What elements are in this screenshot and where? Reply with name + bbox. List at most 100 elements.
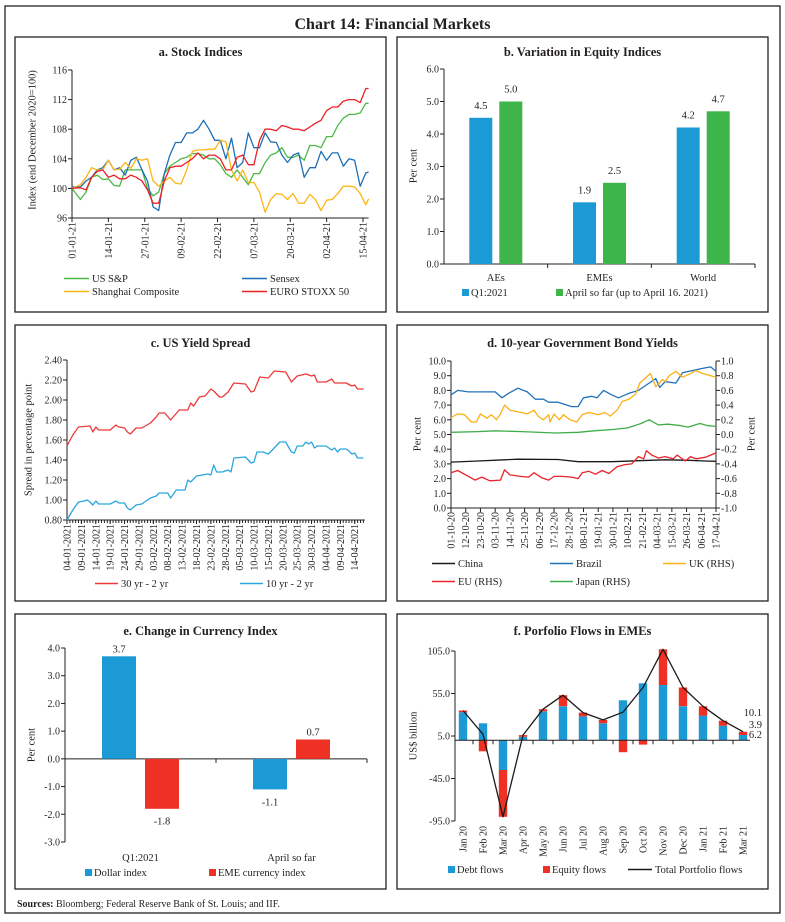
legend-swatch <box>209 869 216 876</box>
y-tick-label: 6.0 <box>434 415 447 426</box>
x-tick-label: 09-02-21 <box>177 222 188 259</box>
panel-frame <box>14 36 387 313</box>
x-tick-label: 20-03-2021 <box>278 524 289 571</box>
y-tick-label: 116 <box>52 66 67 77</box>
y-axis-title: Spread in percentage point <box>24 384 35 496</box>
bar-segment <box>618 700 628 741</box>
bar-segment <box>718 725 728 741</box>
bar-segment <box>698 706 708 716</box>
y-tick-label: 112 <box>52 95 67 106</box>
legend-label: Shanghai Composite <box>92 287 180 298</box>
y-tick-label: 1.60 <box>45 436 63 447</box>
data-label: -1.8 <box>154 817 171 828</box>
bar-segment <box>578 712 588 717</box>
data-label: -1.1 <box>262 797 279 808</box>
x-tick-label: 30-01-21 <box>608 512 619 549</box>
legend-label: Debt flows <box>457 865 503 876</box>
x-tick-label: 23-10-20 <box>476 512 487 549</box>
panel-frame <box>396 36 769 313</box>
legend-label: Brazil <box>576 559 602 570</box>
y-tick-label: -0.2 <box>721 445 737 456</box>
x-tick-label: Jul 20 <box>579 826 590 850</box>
x-tick-label: 14-01-2021 <box>91 524 102 571</box>
panel-frame <box>14 613 387 890</box>
x-tick-label: 04-01-2021 <box>63 524 74 571</box>
x-tick-label: 01-01-21 <box>68 222 79 259</box>
y-tick-label: -0.6 <box>721 474 737 485</box>
legend-swatch <box>543 866 550 873</box>
legend-item: US S&P <box>64 274 128 285</box>
x-tick-label: 29-01-2021 <box>134 524 145 571</box>
legend-label: UK (RHS) <box>689 559 735 570</box>
legend-label: Equity flows <box>552 865 606 876</box>
x-tick-label: 17-04-21 <box>712 512 723 549</box>
y-tick-label: 1.0 <box>721 357 734 368</box>
legend-item: 10 yr - 2 yr <box>240 579 314 590</box>
bar-segment <box>578 716 588 741</box>
series-line-euro-stoxx-50 <box>71 87 369 204</box>
x-tick-label: 28-12-20 <box>564 512 575 549</box>
y-tick-label: 0.4 <box>721 401 734 412</box>
y-axis-title: Per cent <box>27 728 38 762</box>
data-label: 5.0 <box>504 85 517 96</box>
y-tick-label: -45.0 <box>429 774 450 785</box>
bar-segment <box>638 683 648 741</box>
x-tick-label: 15-03-21 <box>667 512 678 549</box>
bar-segment <box>658 685 668 741</box>
y-tick-label: 3.0 <box>434 459 447 470</box>
legend-item: EURO STOXX 50 <box>242 287 349 298</box>
panel-equity-variation: b. Variation in Equity Indices 0.0 1.0 2.0… <box>396 36 769 313</box>
x-tick-label: 13-02-2021 <box>178 524 189 571</box>
legend-item: Japan (RHS) <box>550 577 630 588</box>
legend-label: China <box>458 559 483 570</box>
y-axis-title: Per cent <box>413 417 424 451</box>
x-tick-label: 02-04-21 <box>322 222 333 259</box>
legend-item: UK (RHS) <box>663 559 735 570</box>
x-tick-label: 10-03-2021 <box>250 524 261 571</box>
legend-item: Q1:2021 <box>462 288 508 299</box>
x-tick-label: 10-02-21 <box>623 512 634 549</box>
x-tick-label: 15-03-2021 <box>264 524 275 571</box>
x-tick-label: Aug 20 <box>599 826 610 856</box>
x-tick-label: Oct 20 <box>639 826 650 853</box>
x-tick-label: 14-04-2021 <box>350 524 361 571</box>
figure-title: Chart 14: Financial Markets <box>295 16 491 33</box>
x-tick-label: 09-04-2021 <box>336 524 347 571</box>
bar-segment <box>538 711 548 741</box>
x-tick-label: 01-10-20 <box>447 512 458 549</box>
panel-frame <box>396 324 769 602</box>
panel-title: d. 10-year Government Bond Yields <box>487 336 678 350</box>
legend-label: Total Portfolio flows <box>655 865 742 876</box>
sources-label: Sources: <box>17 899 53 910</box>
series-line-us-s-p <box>71 102 369 201</box>
x-tick-label: 14-01-21 <box>104 222 115 259</box>
plot-area: -3.0 -2.0 -1.0 0.0 1.0 2.0 3.0 4.0 Per cent Q1:20… <box>27 644 368 879</box>
y-tick-label: -2.0 <box>44 810 60 821</box>
y-tick-label: 8.0 <box>434 386 447 397</box>
legend-item: Brazil <box>550 559 602 570</box>
x-tick-label: 19-01-21 <box>594 512 605 549</box>
annotation-label: 6.2 <box>749 730 762 741</box>
bar-segment <box>498 740 508 771</box>
data-label: 2.5 <box>608 166 621 177</box>
y-tick-label: 0.80 <box>45 516 63 527</box>
sources-note: Sources: Bloomberg; Federal Reserve Bank… <box>17 899 280 910</box>
y-tick-label: 10.0 <box>429 357 447 368</box>
y-tick-label: 1.0 <box>48 727 61 738</box>
x-tick-label: 30-03-2021 <box>307 524 318 571</box>
y-tick-label: -1.0 <box>721 504 737 515</box>
panel-title: b. Variation in Equity Indices <box>504 45 661 59</box>
y-tick-label: 6.0 <box>427 65 440 76</box>
bar <box>573 202 596 265</box>
y-tick-label: 0.8 <box>721 371 734 382</box>
y-tick-label: 3.0 <box>48 671 61 682</box>
x-tick-label: 09-01-2021 <box>77 524 88 571</box>
x-tick-label: 03-02-2021 <box>149 524 160 571</box>
data-label: 0.7 <box>306 728 319 739</box>
x-tick-label: Sep 20 <box>619 826 630 854</box>
y-tick-label: 2.00 <box>45 396 63 407</box>
panel-frame <box>14 324 387 602</box>
legend-item: Shanghai Composite <box>64 287 180 298</box>
legend-label: Japan (RHS) <box>576 577 630 588</box>
y-tick-label: -0.4 <box>721 459 737 470</box>
